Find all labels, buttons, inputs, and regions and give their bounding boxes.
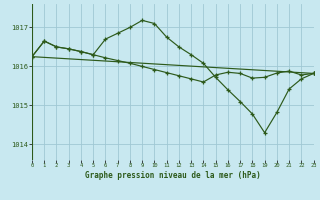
X-axis label: Graphe pression niveau de la mer (hPa): Graphe pression niveau de la mer (hPa) — [85, 171, 261, 180]
